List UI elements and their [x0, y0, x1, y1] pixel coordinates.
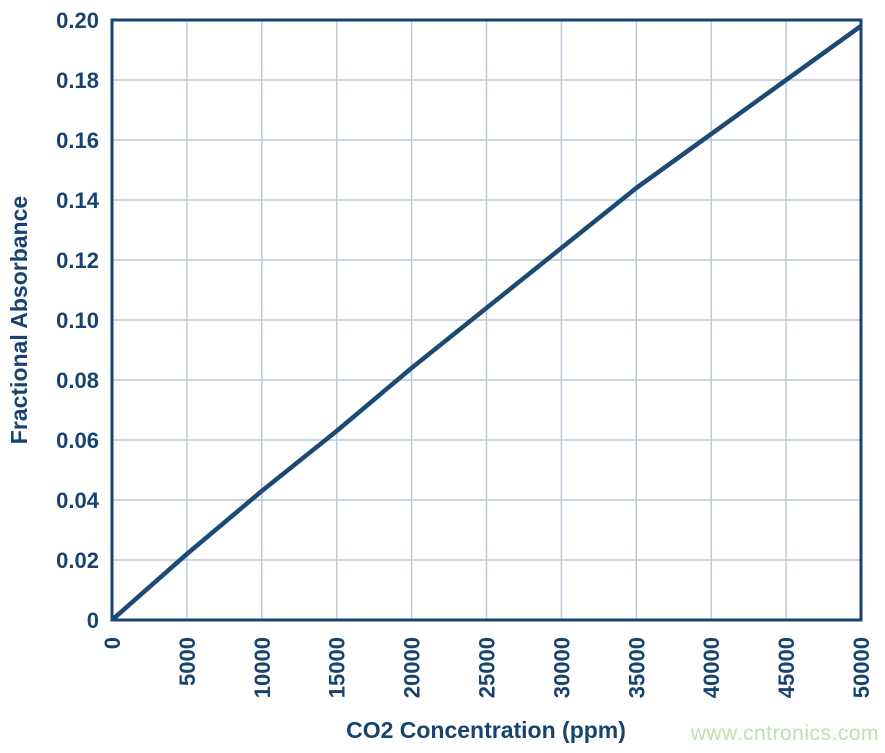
y-tick-label: 0.02 [56, 548, 99, 573]
x-tick-label: 35000 [624, 637, 649, 698]
x-tick-label: 5000 [175, 637, 200, 686]
watermark-text: www.cntronics.com [690, 722, 879, 745]
x-tick-label: 15000 [325, 637, 350, 698]
y-tick-label: 0.20 [56, 8, 99, 33]
y-tick-label: 0.12 [56, 248, 99, 273]
y-tick-label: 0.10 [56, 308, 99, 333]
x-tick-label: 10000 [250, 637, 275, 698]
y-tick-label: 0.06 [56, 428, 99, 453]
x-tick-label: 50000 [849, 637, 874, 698]
y-tick-label: 0.18 [56, 68, 99, 93]
data-line [110, 24, 863, 622]
y-tick-label: 0.04 [56, 488, 100, 513]
x-tick-label: 30000 [549, 637, 574, 698]
x-tick-label: 0 [100, 637, 125, 649]
y-tick-label: 0.14 [56, 188, 100, 213]
y-axis-title: Fractional Absorbance [6, 195, 32, 445]
x-tick-label: 20000 [400, 637, 425, 698]
x-tick-label: 40000 [699, 637, 724, 698]
y-tick-label: 0.16 [56, 128, 99, 153]
y-tick-label: 0.08 [56, 368, 99, 393]
y-tick-label: 0 [87, 608, 99, 633]
x-tick-label: 25000 [475, 637, 500, 698]
x-axis-title: CO2 Concentration (ppm) [346, 717, 626, 743]
plot-border [110, 18, 863, 622]
x-tick-label: 45000 [774, 637, 799, 698]
